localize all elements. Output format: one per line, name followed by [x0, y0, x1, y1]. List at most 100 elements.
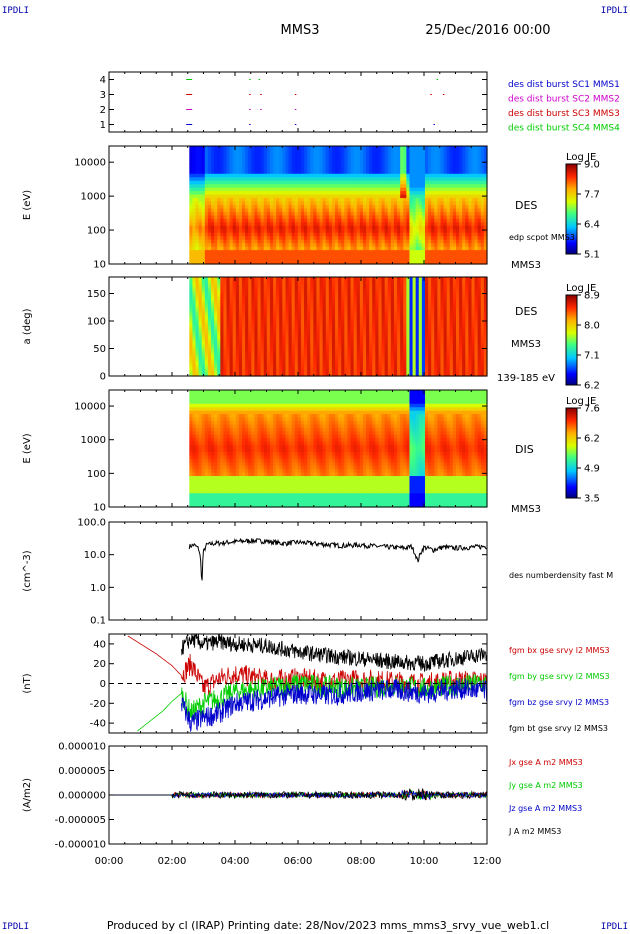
- heatmap-cell: [452, 222, 457, 227]
- heatmap-cell: [304, 250, 308, 255]
- heatmap-cell: [474, 166, 479, 171]
- heatmap-cell: [198, 279, 203, 284]
- heatmap-cell: [242, 208, 246, 213]
- heatmap-cell: [214, 343, 218, 348]
- heatmap-cell: [269, 320, 274, 325]
- heatmap-cell: [455, 180, 460, 185]
- heatmap-cell: [335, 149, 339, 154]
- heatmap-cell: [260, 335, 265, 339]
- heatmap-cell: [477, 163, 482, 168]
- heatmap-cell: [207, 184, 212, 189]
- heatmap-cell: [294, 338, 299, 342]
- heatmap-cell: [285, 239, 290, 244]
- heatmap-cell: [276, 215, 280, 220]
- heatmap-cell: [409, 232, 414, 237]
- heatmap-cell: [254, 279, 259, 284]
- heatmap-cell: [477, 191, 482, 196]
- heatmap-cell: [189, 361, 194, 365]
- heatmap-cell: [257, 236, 262, 241]
- heatmap-cell: [257, 373, 262, 377]
- heatmap-cell: [198, 346, 203, 351]
- heatmap-cell: [223, 225, 228, 230]
- heatmap-cell: [480, 184, 485, 189]
- heatmap-cell: [245, 352, 249, 357]
- heatmap-cell: [195, 232, 200, 237]
- heatmap-cell: [248, 149, 252, 154]
- heatmap-cell: [313, 218, 318, 223]
- heatmap-cell: [229, 343, 234, 348]
- heatmap-cell: [322, 279, 327, 284]
- heatmap-cell: [288, 180, 293, 185]
- heatmap-cell: [347, 201, 352, 206]
- heatmap-cell: [235, 311, 240, 316]
- heatmap-cell: [418, 260, 423, 265]
- heatmap-cell: [229, 184, 234, 189]
- heatmap-cell: [369, 201, 373, 206]
- heatmap-cell: [325, 184, 330, 189]
- heatmap-cell: [443, 236, 448, 241]
- heatmap-cell: [362, 229, 367, 234]
- heatmap-cell: [313, 194, 318, 199]
- heatmap-cell: [418, 211, 423, 217]
- heatmap-cell: [300, 194, 305, 199]
- heatmap-cell: [232, 294, 237, 298]
- heatmap-cell: [245, 149, 249, 154]
- heatmap-cell: [291, 355, 296, 360]
- heatmap-cell: [344, 243, 349, 248]
- heatmap-cell: [294, 309, 299, 313]
- heatmap-cell: [294, 367, 299, 371]
- heatmap-cell: [254, 338, 259, 342]
- heatmap-cell: [344, 222, 349, 227]
- heatmap-cell: [245, 239, 249, 244]
- heatmap-cell: [384, 243, 389, 248]
- heatmap-cell: [229, 317, 234, 322]
- heatmap-cell: [397, 198, 401, 203]
- heatmap-cell: [418, 229, 423, 234]
- heatmap-cell: [226, 205, 231, 210]
- heatmap-cell: [288, 279, 293, 284]
- heatmap-cell: [198, 309, 203, 313]
- heatmap-cell: [251, 194, 256, 199]
- heatmap-cell: [229, 306, 234, 310]
- heatmap-cell: [381, 163, 386, 168]
- heatmap-cell: [443, 166, 448, 171]
- heatmap-cell: [459, 257, 463, 262]
- heatmap-cell: [322, 146, 327, 151]
- heatmap-cell: [452, 246, 457, 251]
- heatmap-cell: [480, 173, 485, 178]
- heatmap-cell: [415, 243, 420, 248]
- heatmap-cell: [353, 163, 358, 168]
- heatmap-cell: [421, 225, 426, 230]
- heatmap-cell: [313, 349, 318, 354]
- heatmap-cell: [465, 198, 469, 203]
- heatmap-cell: [325, 279, 330, 284]
- heatmap-cell: [257, 279, 262, 284]
- heatmap-cell: [260, 341, 265, 345]
- heatmap-cell: [384, 180, 389, 185]
- heatmap-cell: [226, 159, 231, 164]
- heatmap-cell: [443, 205, 448, 210]
- heatmap-cell: [455, 257, 460, 262]
- heatmap-cell: [446, 208, 451, 213]
- heatmap-cell: [242, 285, 246, 290]
- heatmap-cell: [217, 364, 221, 368]
- heatmap-cell: [273, 225, 277, 230]
- heatmap-cell: [378, 205, 383, 210]
- heatmap-cell: [328, 285, 333, 290]
- heatmap-cell: [325, 146, 330, 151]
- heatmap-cell: [359, 159, 364, 164]
- heatmap-cell: [276, 332, 280, 336]
- heatmap-cell: [362, 253, 367, 258]
- heatmap-cell: [468, 218, 473, 223]
- heatmap-cell: [452, 191, 457, 196]
- heatmap-cell: [335, 177, 339, 182]
- heatmap-cell: [313, 288, 318, 293]
- heatmap-cell: [245, 297, 249, 301]
- heatmap-cell: [232, 159, 237, 164]
- heatmap-cell: [449, 257, 454, 262]
- heatmap-cell: [325, 317, 330, 322]
- heatmap-cell: [257, 187, 262, 192]
- heatmap-cell: [319, 367, 324, 371]
- heatmap-cell: [226, 250, 231, 255]
- heatmap-cell: [279, 170, 283, 175]
